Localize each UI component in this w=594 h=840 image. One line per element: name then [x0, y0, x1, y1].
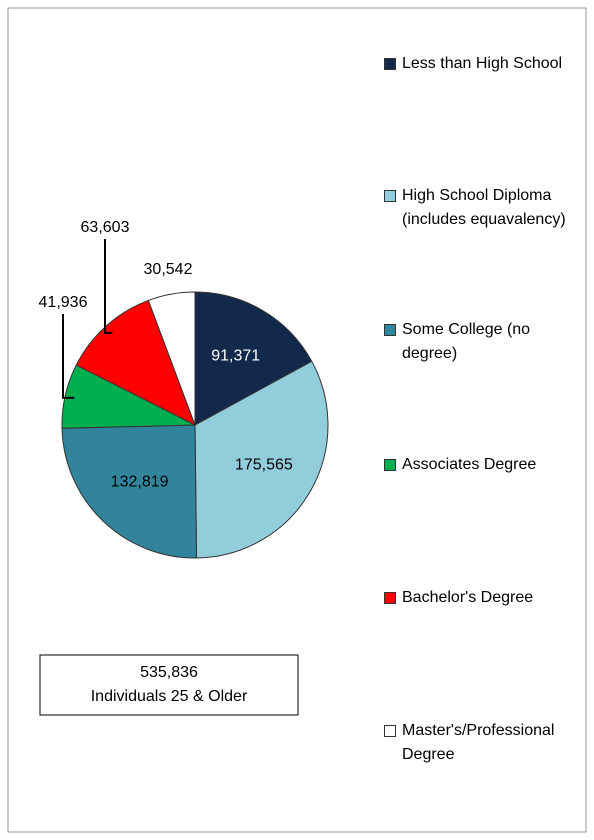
legend-swatch — [384, 725, 396, 737]
data-label: 41,936 — [39, 294, 88, 311]
legend-item: High School Diploma (includes equavalenc… — [384, 184, 574, 232]
legend-item: Some College (no degree) — [384, 318, 574, 366]
leader-line — [62, 314, 75, 399]
legend-swatch — [384, 324, 396, 336]
legend-label: Master's/Professional Degree — [402, 722, 555, 763]
legend-label: Bachelor's Degree — [402, 589, 534, 606]
legend-label: High School Diploma (includes equavalenc… — [402, 187, 566, 228]
annotation-box — [39, 654, 299, 716]
data-label: 63,603 — [81, 219, 130, 236]
legend-swatch — [384, 592, 396, 604]
legend-item: Less than High School — [384, 52, 574, 76]
leader-line — [104, 239, 113, 334]
pie-slice — [194, 291, 313, 426]
legend-swatch — [384, 58, 396, 70]
legend-swatch — [384, 459, 396, 471]
legend-item: Master's/Professional Degree — [384, 719, 574, 767]
data-label: 132,819 — [111, 474, 169, 491]
legend-item: Associates Degree — [384, 453, 574, 477]
annotation-text: Individuals 25 & Older — [91, 688, 248, 705]
legend-label: Less than High School — [402, 55, 563, 72]
data-label: 30,542 — [144, 261, 193, 278]
pie-slice — [194, 360, 329, 559]
pie-slice — [61, 424, 198, 559]
data-label: 91,371 — [211, 348, 260, 365]
legend-item: Bachelor's Degree — [384, 586, 574, 610]
data-label: 175,565 — [235, 457, 293, 474]
annotation-text: 535,836 — [140, 664, 198, 681]
legend-swatch — [384, 190, 396, 202]
legend-label: Some College (no degree) — [402, 321, 531, 362]
pie-slice — [147, 291, 196, 426]
legend-label: Associates Degree — [402, 456, 537, 473]
